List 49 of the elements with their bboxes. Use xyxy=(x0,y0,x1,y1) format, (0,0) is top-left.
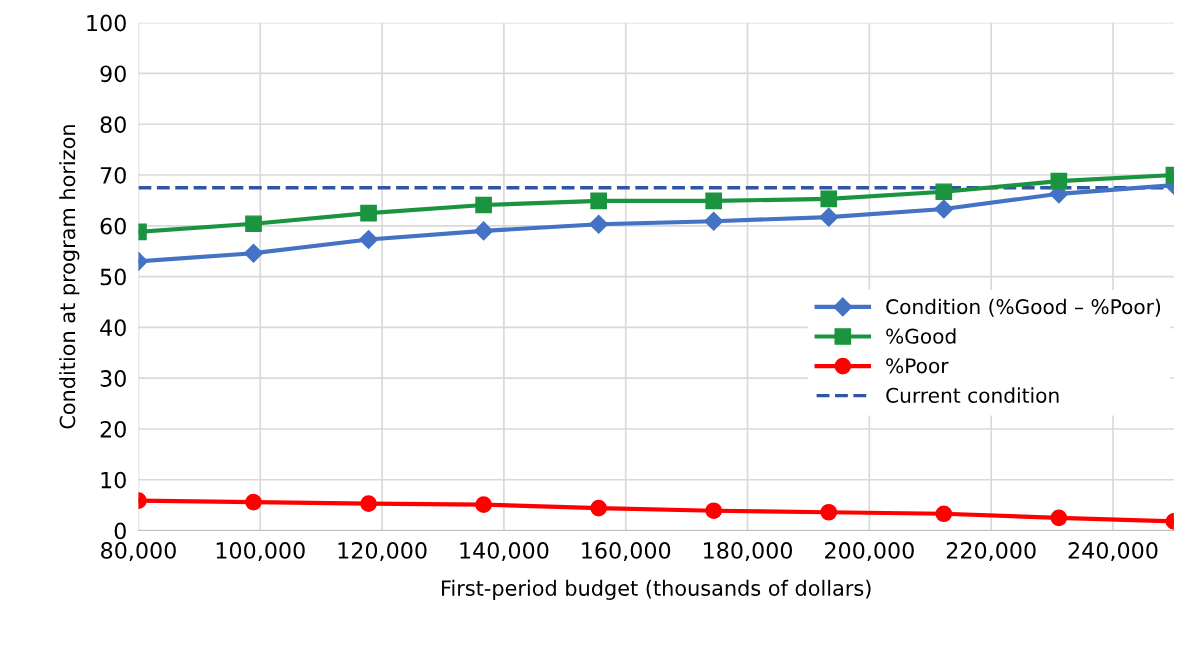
x-axis-title: First-period budget (thousands of dollars) xyxy=(442,579,871,600)
y-tick-label: 60 xyxy=(100,217,126,235)
y-tick-label: 70 xyxy=(100,166,126,184)
x-tick-label: 120,000 xyxy=(338,542,427,562)
point xyxy=(590,499,607,517)
point xyxy=(1050,172,1068,190)
point xyxy=(820,503,838,521)
legend-label: Current condition xyxy=(886,387,1059,403)
point xyxy=(589,214,609,234)
point xyxy=(474,221,494,241)
point xyxy=(934,199,954,219)
point xyxy=(245,215,262,233)
y-tick-label: 10 xyxy=(101,471,126,489)
y-axis-title: Condition at program horizon xyxy=(59,125,80,429)
legend-label: %Poor xyxy=(886,358,949,374)
y-tick-label: 90 xyxy=(100,65,126,83)
point xyxy=(359,229,379,250)
point xyxy=(475,496,492,513)
y-tick-label: 0 xyxy=(114,522,126,540)
point xyxy=(1050,509,1068,527)
point xyxy=(245,493,262,511)
y-tick-label: 30 xyxy=(100,370,126,387)
y-tick-label: 100 xyxy=(87,14,126,32)
point xyxy=(590,192,607,210)
y-tick-label: 40 xyxy=(100,319,126,337)
x-tick-label: 100,000 xyxy=(216,542,305,562)
point xyxy=(704,211,724,231)
point xyxy=(705,502,723,520)
point xyxy=(475,196,492,214)
point xyxy=(820,190,838,208)
x-tick-label: 200,000 xyxy=(825,542,914,562)
x-tick-label: 140,000 xyxy=(460,542,549,562)
point xyxy=(360,204,377,222)
x-tick-label: 220,000 xyxy=(946,542,1036,562)
x-tick-label: 80,000 xyxy=(101,542,176,562)
legend-label: %Good xyxy=(886,328,956,344)
x-tick-label: 160,000 xyxy=(582,542,671,562)
y-tick-label: 50 xyxy=(100,268,126,286)
point xyxy=(705,192,723,210)
y-tick-label: 80 xyxy=(100,116,126,133)
legend-label: Condition (%Good – %Poor) xyxy=(886,298,1161,317)
point xyxy=(360,495,377,512)
point xyxy=(935,183,953,201)
point xyxy=(935,505,953,523)
point xyxy=(243,243,264,263)
x-tick-label: 180,000 xyxy=(704,542,793,562)
x-tick-label: 240,000 xyxy=(1068,542,1158,562)
y-tick-label: 20 xyxy=(100,420,126,438)
point xyxy=(819,207,839,227)
